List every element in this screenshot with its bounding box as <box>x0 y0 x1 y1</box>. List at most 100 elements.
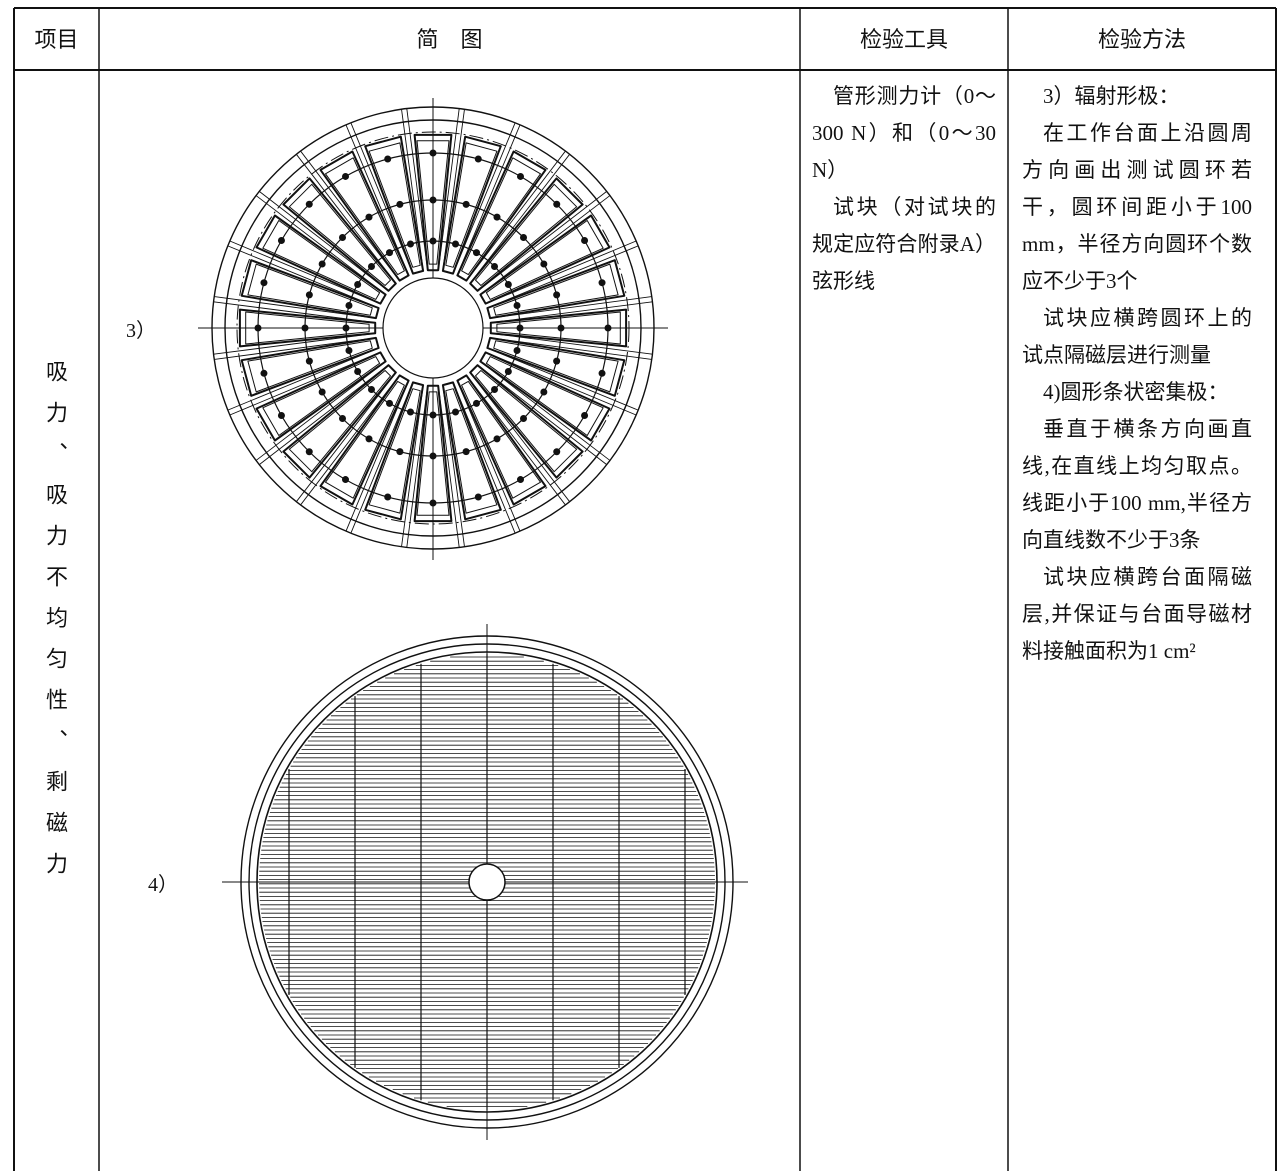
pole-slot-inner <box>485 356 604 436</box>
test-point <box>365 213 373 221</box>
tie-bar <box>227 245 376 307</box>
pole-slot-inner <box>368 388 421 514</box>
tie-bar <box>490 349 639 411</box>
test-point <box>429 149 437 157</box>
pole-slot <box>456 374 547 506</box>
test-point <box>473 399 480 407</box>
test-point <box>386 399 393 407</box>
tie-bar <box>229 240 377 303</box>
pole-slot-inner <box>325 157 405 276</box>
pole-slot-inner <box>496 311 621 345</box>
pole-slot <box>486 336 626 397</box>
test-point <box>365 435 373 443</box>
tie-bar <box>489 240 637 303</box>
test-point <box>513 347 521 355</box>
test-point <box>386 249 393 257</box>
pole-slot-inner <box>262 356 381 436</box>
test-point <box>557 324 565 332</box>
pole-slot-inner <box>475 183 578 286</box>
test-point <box>342 324 350 332</box>
diagram-label: 3） <box>126 320 156 342</box>
pole-slot <box>282 177 397 292</box>
test-point <box>473 249 480 257</box>
pole-slot <box>441 135 502 275</box>
tie-bar <box>227 349 376 411</box>
test-point <box>260 369 268 377</box>
pole-slot-inner <box>485 220 604 300</box>
tie-bar <box>345 124 408 272</box>
test-point <box>429 196 437 204</box>
tie-bar <box>438 389 460 548</box>
pole-slot <box>364 135 425 275</box>
tie-bar <box>401 109 424 267</box>
paragraph: 垂直于横条方向画直线,在直线上均匀取点。线距小于100 mm,半径方向直线数不少… <box>1022 417 1252 552</box>
tie-bar <box>350 122 412 271</box>
tie-bar <box>454 385 516 534</box>
test-point <box>384 155 392 163</box>
pole-slot-inner <box>288 370 391 473</box>
pole-slot-inner <box>493 263 619 316</box>
pole-slot <box>479 351 611 442</box>
ring <box>240 635 734 1129</box>
pole-slot-inner <box>416 391 450 516</box>
tie-bar <box>494 337 652 360</box>
tie-bar <box>442 109 465 267</box>
ring <box>248 643 726 1121</box>
pole-slot-inner <box>445 388 498 514</box>
tie-bar <box>483 195 611 293</box>
paragraph: 试块应横跨台面隔磁层,并保证与台面导磁材料接触面积为1 cm² <box>1022 565 1252 663</box>
test-point <box>318 260 326 268</box>
test-point <box>318 388 326 396</box>
tie-bar <box>213 333 372 355</box>
pole-slot-inner <box>288 183 391 286</box>
test-point <box>462 448 470 456</box>
tie-bar <box>296 154 394 281</box>
tie-bar <box>494 296 652 319</box>
tie-bar <box>458 124 521 272</box>
pole-slot-inner <box>475 370 578 473</box>
test-point <box>516 324 524 332</box>
test-point <box>429 237 437 245</box>
paragraph: 4)圆形条状密集极： <box>1043 380 1229 404</box>
tie-bar <box>468 378 566 506</box>
test-point <box>301 324 309 332</box>
test-point <box>429 411 437 419</box>
pole-slot <box>282 364 397 479</box>
tie-bar <box>472 375 570 502</box>
pole-slot-inner <box>262 220 381 300</box>
header-cell: 检验方法 <box>1097 27 1186 52</box>
tie-bar <box>300 378 398 506</box>
pole-slot <box>255 351 387 442</box>
test-point <box>254 324 262 332</box>
pole-slot-inner <box>247 340 373 393</box>
test-point <box>504 368 512 375</box>
test-point <box>504 281 512 288</box>
test-point <box>452 240 460 248</box>
test-point <box>604 324 612 332</box>
pole-slot-inner <box>325 380 405 499</box>
test-point <box>429 499 437 507</box>
tie-bar <box>438 108 460 267</box>
pole-slot <box>413 384 453 523</box>
test-point <box>338 415 346 423</box>
test-point <box>491 262 499 270</box>
tie-bar <box>494 333 653 355</box>
test-point <box>581 412 589 419</box>
tie-bar <box>259 367 386 465</box>
pole-slot-inner <box>247 263 373 316</box>
tie-bar <box>480 191 607 289</box>
test-point <box>462 200 470 208</box>
pole-slot <box>413 133 453 272</box>
tie-bar <box>214 296 372 319</box>
test-point <box>277 412 285 419</box>
pole-slot <box>240 259 380 320</box>
test-point <box>277 237 285 244</box>
test-point <box>553 291 561 299</box>
test-point <box>540 260 548 268</box>
test-point <box>517 476 524 484</box>
tie-bar <box>259 191 386 289</box>
pole-slot <box>456 150 547 282</box>
pole-slot <box>319 374 410 506</box>
tools-cell: 管形测力计（0～300 N）和（0～30 N） 试块（对试块的规定应符合附录A）… <box>812 78 996 300</box>
